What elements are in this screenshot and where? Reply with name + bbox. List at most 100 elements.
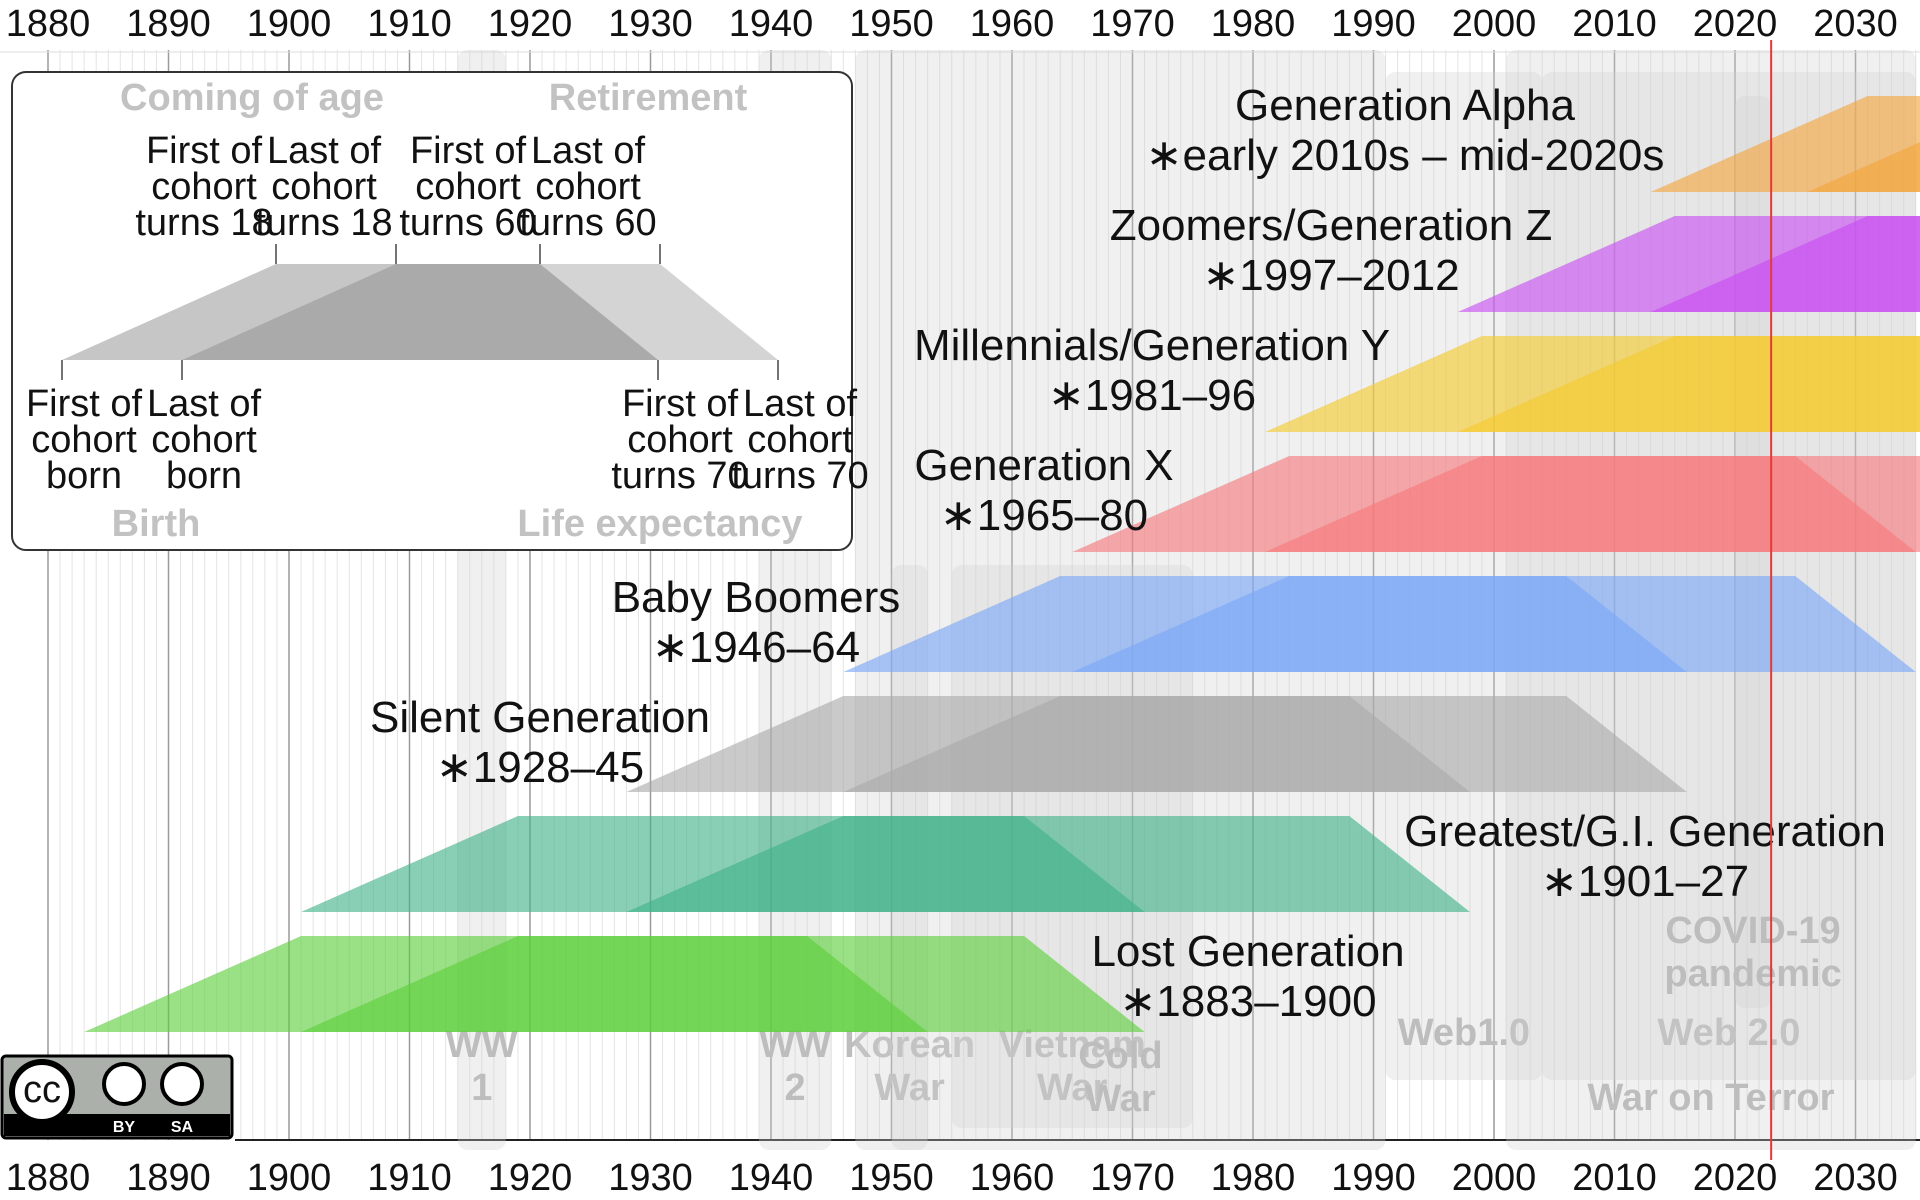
axis-tick-label: 1890 bbox=[126, 3, 211, 45]
axis-tick-label: 1920 bbox=[488, 1157, 573, 1199]
legend-bottom-label: born bbox=[46, 455, 122, 497]
axis-tick-label: 1910 bbox=[367, 3, 452, 45]
legend-bottom-label: cohort bbox=[151, 419, 257, 461]
axis-tick-label: 1940 bbox=[729, 1157, 814, 1199]
cohort-trapezoid bbox=[301, 936, 1145, 1032]
generation-band bbox=[84, 936, 1145, 1032]
event-label: War bbox=[874, 1067, 945, 1109]
generation-band bbox=[1072, 456, 1920, 552]
event-label: Web 2.0 bbox=[1658, 1012, 1801, 1054]
by-label: BY bbox=[113, 1119, 136, 1136]
legend-top-label: cohort bbox=[535, 166, 641, 208]
event-label: Web1.0 bbox=[1398, 1012, 1530, 1054]
generation-years: ∗1928–45 bbox=[436, 743, 644, 792]
axis-tick-label: 1880 bbox=[6, 1157, 91, 1199]
bottom-year-axis: 1880 1890 1900 1910 1920 1930 1940 1950 1960 1970… bbox=[6, 1157, 1898, 1199]
legend-bottom-label: cohort bbox=[31, 419, 137, 461]
legend-top-label: turns 60 bbox=[519, 202, 656, 244]
generation-band bbox=[843, 576, 1916, 672]
cc-text: cc bbox=[23, 1069, 61, 1111]
event-label: War bbox=[1037, 1067, 1108, 1109]
axis-tick-label: 1930 bbox=[608, 1157, 693, 1199]
legend-top-label: cohort bbox=[151, 166, 257, 208]
event-label: War on Terror bbox=[1587, 1077, 1834, 1119]
cohort-trapezoid bbox=[1650, 96, 1920, 192]
axis-tick-label: 1950 bbox=[849, 3, 934, 45]
axis-tick-label: 1980 bbox=[1211, 3, 1296, 45]
generation-years: ∗1997–2012 bbox=[1202, 251, 1459, 300]
event-label: 2 bbox=[785, 1067, 806, 1109]
legend-bottom-label: turns 70 bbox=[731, 455, 868, 497]
legend-box: Coming of age Retirement Birth Life expecta… bbox=[11, 71, 869, 551]
legend-bottom-label: turns 70 bbox=[611, 455, 748, 497]
generation-name: Baby Boomers bbox=[612, 573, 901, 622]
axis-tick-label: 2000 bbox=[1452, 1157, 1537, 1199]
axis-tick-label: 2020 bbox=[1693, 1157, 1778, 1199]
axis-tick-label: 1960 bbox=[970, 3, 1055, 45]
generation-band bbox=[301, 816, 1470, 912]
axis-tick-label: 1920 bbox=[488, 3, 573, 45]
cohort-trapezoid bbox=[1072, 576, 1916, 672]
generation-name: Generation Alpha bbox=[1235, 81, 1576, 130]
axis-tick-label: 2020 bbox=[1693, 3, 1778, 45]
legend-bottom-label: born bbox=[166, 455, 242, 497]
generation-name: Greatest/G.I. Generation bbox=[1404, 807, 1886, 856]
legend-cohort-overlap bbox=[182, 264, 658, 360]
axis-tick-label: 1990 bbox=[1331, 1157, 1416, 1199]
event-label: 1 bbox=[471, 1067, 492, 1109]
cohort-trapezoid bbox=[1650, 216, 1920, 312]
legend-top-label: cohort bbox=[271, 166, 377, 208]
generations-layer: Generation Alpha∗early 2010s – mid-2020s… bbox=[84, 81, 1920, 1032]
generation-band bbox=[626, 696, 1687, 792]
sa-icon bbox=[160, 1062, 204, 1106]
event-label: pandemic bbox=[1664, 953, 1841, 995]
axis-tick-label: 2030 bbox=[1813, 1157, 1898, 1199]
legend-bottom-label: First of bbox=[26, 383, 143, 425]
legend-top-label: turns 60 bbox=[399, 202, 536, 244]
legend-top-label: First of bbox=[146, 130, 263, 172]
generation-name: Silent Generation bbox=[370, 693, 710, 742]
generation-name: Lost Generation bbox=[1091, 927, 1404, 976]
axis-tick-label: 2030 bbox=[1813, 3, 1898, 45]
axis-tick-label: 1890 bbox=[126, 1157, 211, 1199]
event-label: COVID-19 bbox=[1665, 910, 1840, 952]
generation-name: Generation X bbox=[914, 441, 1173, 490]
legend-bottom-label: cohort bbox=[627, 419, 733, 461]
generation-band bbox=[1650, 96, 1920, 192]
axis-tick-label: 1970 bbox=[1090, 3, 1175, 45]
legend-bottom-label: Last of bbox=[147, 383, 262, 425]
legend-coming-of-age: Coming of age bbox=[120, 77, 384, 119]
by-icon bbox=[102, 1062, 146, 1106]
legend-birth: Birth bbox=[112, 503, 201, 545]
axis-tick-label: 1980 bbox=[1211, 1157, 1296, 1199]
axis-tick-label: 1940 bbox=[729, 3, 814, 45]
cohort-trapezoid bbox=[1457, 336, 1920, 432]
generation-years: ∗1981–96 bbox=[1048, 371, 1256, 420]
sa-label: SA bbox=[171, 1119, 194, 1136]
generation-name: Zoomers/Generation Z bbox=[1110, 201, 1553, 250]
generation-years: ∗1901–27 bbox=[1541, 857, 1749, 906]
event-label: War bbox=[1085, 1078, 1156, 1120]
legend-top-label: turns 18 bbox=[135, 202, 272, 244]
cc-strip bbox=[4, 1114, 230, 1136]
legend-top-label: turns 18 bbox=[255, 202, 392, 244]
cc-icon bbox=[9, 1059, 75, 1125]
cohort-trapezoid bbox=[626, 816, 1470, 912]
axis-tick-label: 1930 bbox=[608, 3, 693, 45]
legend-life-expectancy: Life expectancy bbox=[517, 503, 802, 545]
axis-tick-label: 1960 bbox=[970, 1157, 1055, 1199]
generation-band bbox=[1457, 216, 1920, 312]
axis-tick-label: 2010 bbox=[1572, 3, 1657, 45]
cohort-trapezoid bbox=[1807, 142, 1920, 192]
legend-bottom-label: Last of bbox=[743, 383, 858, 425]
legend-bottom-label: cohort bbox=[747, 419, 853, 461]
axis-tick-label: 1900 bbox=[247, 1157, 332, 1199]
generation-name: Millennials/Generation Y bbox=[914, 321, 1390, 370]
generation-years: ∗early 2010s – mid-2020s bbox=[1146, 131, 1665, 180]
legend-bottom-label: First of bbox=[622, 383, 739, 425]
event-label: Cold bbox=[1078, 1035, 1162, 1077]
generation-years: ∗1965–80 bbox=[940, 491, 1148, 540]
legend-top-label: First of bbox=[410, 130, 527, 172]
axis-tick-label: 2010 bbox=[1572, 1157, 1657, 1199]
